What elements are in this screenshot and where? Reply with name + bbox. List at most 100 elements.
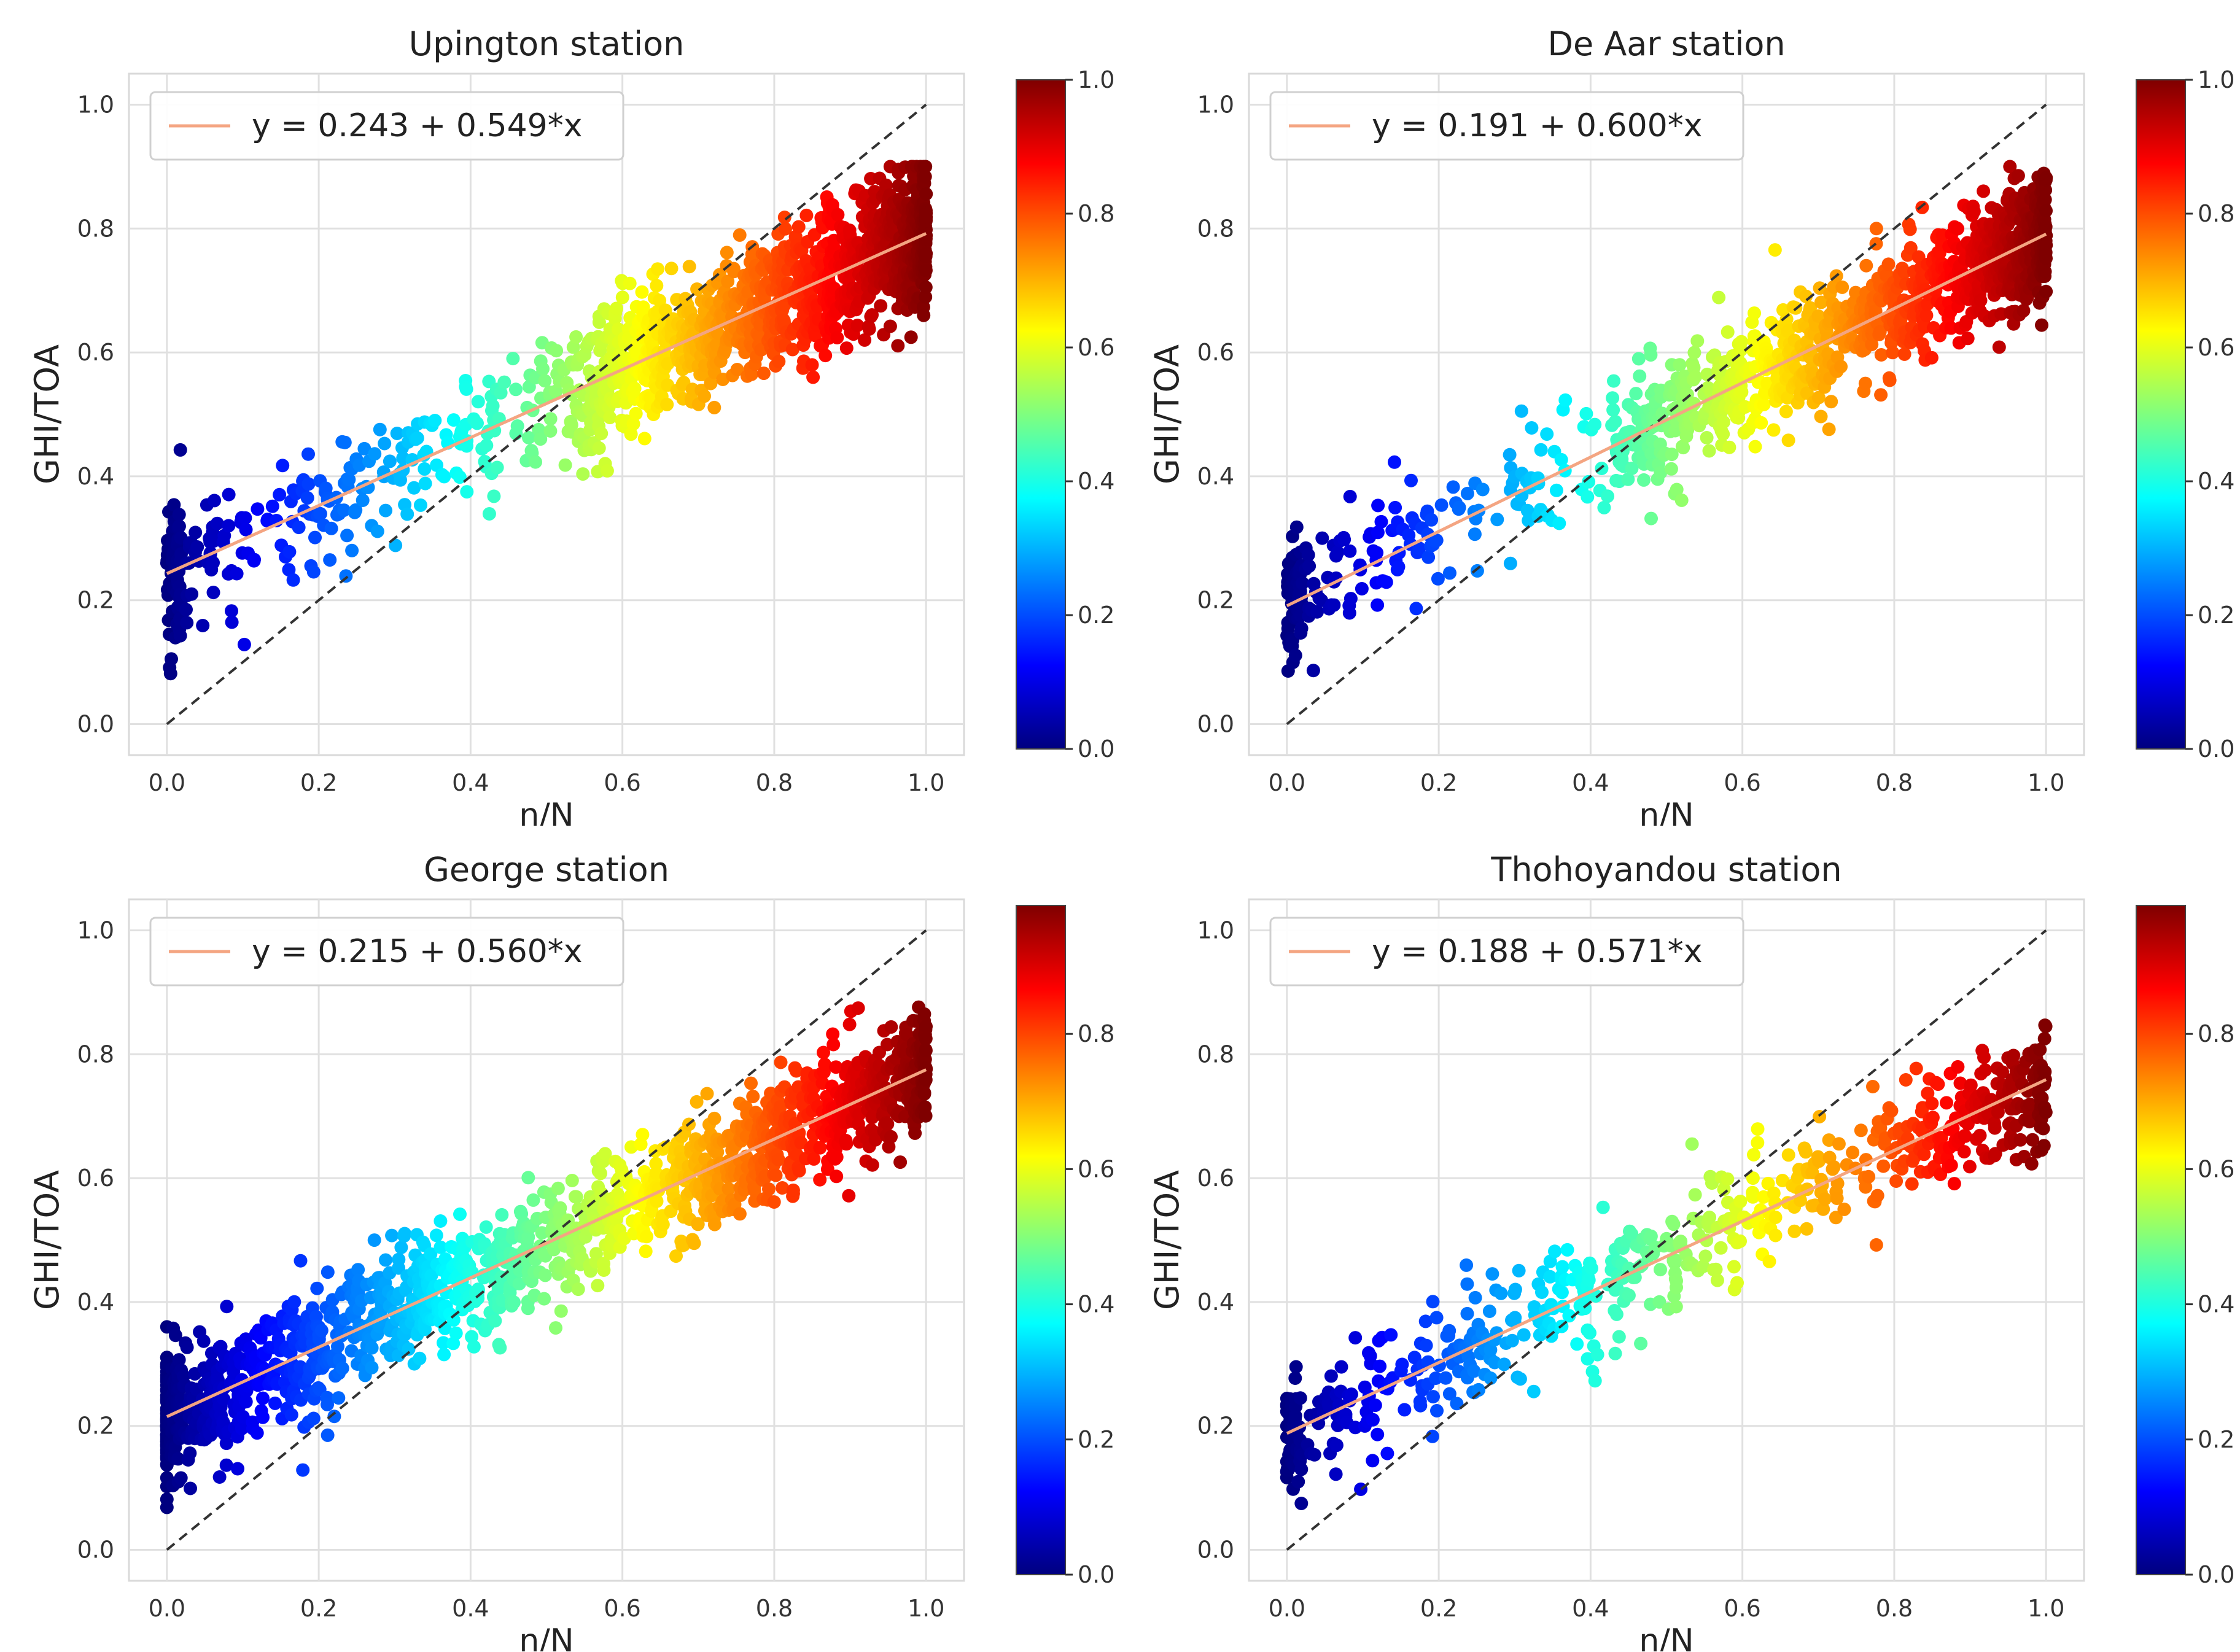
data-point bbox=[1327, 598, 1341, 612]
data-point bbox=[773, 1099, 787, 1114]
data-point bbox=[424, 1268, 438, 1282]
data-point bbox=[212, 1470, 227, 1484]
data-point bbox=[453, 470, 467, 484]
data-point bbox=[1827, 1160, 1841, 1174]
data-point bbox=[769, 1168, 783, 1182]
data-point bbox=[1816, 1202, 1830, 1216]
data-point bbox=[2023, 1097, 2037, 1111]
data-point bbox=[1460, 1277, 1474, 1291]
data-point bbox=[1992, 340, 2006, 354]
data-point bbox=[789, 1064, 803, 1078]
y-tick-label: 1.0 bbox=[1197, 917, 1234, 944]
data-point bbox=[1460, 1258, 1474, 1272]
data-point bbox=[1329, 1467, 1343, 1481]
data-point bbox=[2007, 1049, 2021, 1063]
data-point bbox=[1497, 1357, 1511, 1371]
data-point bbox=[1289, 1360, 1303, 1374]
data-point bbox=[1757, 397, 1771, 411]
data-point bbox=[691, 1217, 705, 1231]
data-point bbox=[1669, 1300, 1683, 1314]
legend-label: y = 0.243 + 0.549*x bbox=[252, 107, 583, 144]
data-point bbox=[446, 413, 461, 427]
data-point bbox=[624, 427, 638, 441]
x-tick-label: 0.4 bbox=[1572, 769, 1609, 796]
data-point bbox=[1934, 1131, 1948, 1145]
data-point bbox=[251, 502, 265, 516]
fit-line bbox=[166, 1068, 927, 1418]
data-point bbox=[1485, 1267, 1499, 1281]
data-point bbox=[321, 1397, 334, 1411]
data-point bbox=[643, 390, 657, 405]
y-tick-label: 0.4 bbox=[1197, 1289, 1234, 1316]
data-point bbox=[1814, 409, 1828, 424]
data-point bbox=[865, 1158, 879, 1172]
data-point bbox=[2038, 193, 2052, 207]
data-point bbox=[1388, 500, 1402, 514]
data-point bbox=[865, 308, 879, 322]
data-point bbox=[779, 222, 792, 236]
data-point bbox=[1434, 498, 1449, 512]
data-point bbox=[470, 416, 484, 430]
data-point bbox=[1508, 1282, 1522, 1297]
colorbar-tick-label: 0.6 bbox=[1078, 1155, 1114, 1182]
data-point bbox=[1768, 1228, 1783, 1243]
data-point bbox=[817, 1045, 830, 1060]
data-point bbox=[1621, 472, 1635, 486]
data-point bbox=[919, 206, 933, 220]
data-point bbox=[2039, 183, 2053, 197]
data-point bbox=[1429, 1311, 1444, 1325]
colorbar-tick-label: 0.8 bbox=[1078, 200, 1114, 227]
data-point bbox=[467, 1340, 481, 1354]
data-point bbox=[1379, 575, 1393, 589]
data-point bbox=[1391, 560, 1406, 574]
data-point bbox=[1555, 1260, 1569, 1274]
data-point bbox=[174, 1471, 188, 1485]
data-point bbox=[1814, 295, 1828, 309]
x-tick-label: 0.8 bbox=[1876, 769, 1913, 796]
x-tick-label: 0.6 bbox=[604, 769, 640, 796]
data-point bbox=[1426, 1295, 1440, 1309]
data-point bbox=[1597, 500, 1611, 514]
data-point bbox=[1535, 1286, 1549, 1299]
data-point bbox=[1687, 346, 1701, 360]
data-point bbox=[826, 1037, 841, 1052]
data-point bbox=[1419, 1338, 1433, 1352]
data-point bbox=[1476, 483, 1490, 497]
data-point bbox=[1940, 1096, 1953, 1110]
data-point bbox=[1294, 1497, 1309, 1510]
y-tick-label: 0.0 bbox=[1197, 711, 1234, 738]
y-tick-label: 0.6 bbox=[77, 339, 114, 366]
data-point bbox=[391, 1349, 405, 1363]
data-point bbox=[592, 441, 606, 455]
data-point bbox=[640, 1230, 653, 1244]
fit-line bbox=[166, 232, 927, 575]
data-point bbox=[2037, 1139, 2051, 1153]
data-point bbox=[1768, 1211, 1783, 1224]
x-tick-label: 0.8 bbox=[756, 769, 793, 796]
data-point bbox=[487, 489, 501, 503]
data-point bbox=[400, 507, 414, 521]
data-point bbox=[402, 1342, 416, 1356]
data-point bbox=[1702, 444, 1716, 458]
data-point bbox=[637, 432, 651, 446]
data-point bbox=[310, 1281, 324, 1295]
data-point bbox=[629, 406, 643, 421]
data-point bbox=[510, 419, 524, 433]
data-point bbox=[1395, 1357, 1409, 1371]
data-point bbox=[805, 358, 819, 372]
data-point bbox=[536, 362, 550, 376]
data-point bbox=[1676, 441, 1690, 455]
data-point bbox=[534, 432, 548, 446]
data-point bbox=[225, 604, 238, 618]
data-point bbox=[410, 431, 424, 445]
data-point bbox=[792, 1164, 806, 1178]
data-point bbox=[1608, 1346, 1622, 1360]
colorbar-tick-label: 0.2 bbox=[1078, 602, 1114, 629]
chart-panel: 0.0 0.2 0.4 0.6 0.8 1.0 0.0 0.2 0.4 0.6 0.8 1.0 y = … bbox=[0, 826, 1120, 1651]
data-point bbox=[1343, 489, 1357, 503]
data-point bbox=[1961, 332, 1975, 346]
data-point bbox=[799, 208, 814, 222]
data-point bbox=[308, 530, 322, 545]
data-point bbox=[2026, 1133, 2040, 1147]
data-point bbox=[1373, 1359, 1387, 1373]
